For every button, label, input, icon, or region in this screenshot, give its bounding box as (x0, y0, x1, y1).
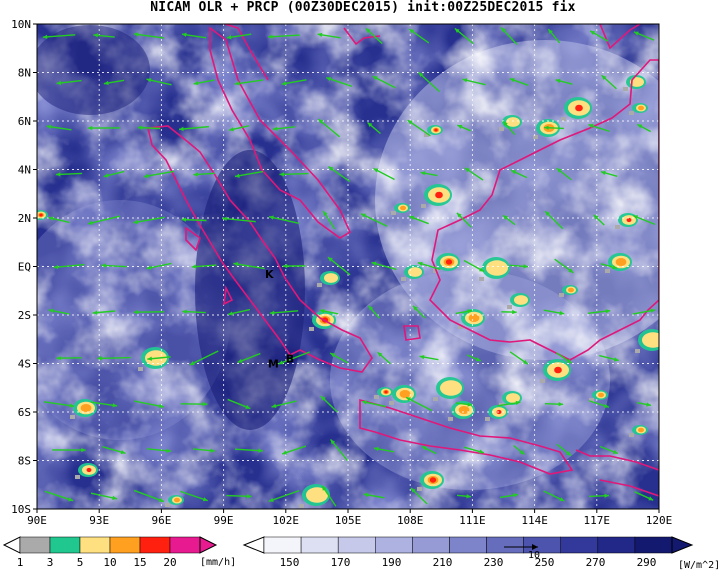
lat-tick-label: EQ (18, 261, 31, 274)
lon-tick-label: 93E (89, 514, 109, 527)
lat-tick-label: 2S (18, 309, 31, 322)
lat-tick-label: 10N (11, 18, 31, 31)
lat-tick-label: 2N (18, 212, 31, 225)
precip-tick-label: 10 (103, 556, 116, 569)
olr-tick-label: 290 (637, 556, 657, 569)
lon-tick-label: 96E (151, 514, 171, 527)
olr-tick-label: 190 (382, 556, 402, 569)
olr-colorbar: 150 170 190 210 230 250 270 290 [W/m^2] 10 (242, 536, 720, 571)
lon-tick-label: 90E (27, 514, 47, 527)
wind-vectors (42, 27, 656, 507)
lat-tick-label: 6N (18, 115, 31, 128)
location-marker-b: B (286, 353, 294, 366)
lat-tick-label: 4S (18, 358, 31, 371)
olr-tick-label: 150 (280, 556, 300, 569)
lon-tick-label: 120E (646, 514, 673, 527)
precip-tick-label: 1 (17, 556, 24, 569)
lon-tick-label: 105E (335, 514, 362, 527)
location-marker-m: M (268, 358, 279, 371)
precip-tick-label: 3 (47, 556, 54, 569)
lon-axis: 90E 93E 96E 99E 102E 105E 108E 111E 114E 117E 120E (27, 509, 672, 527)
lon-tick-label: 102E (273, 514, 300, 527)
location-marker-k: K (265, 268, 274, 281)
lat-tick-label: 8N (18, 67, 31, 80)
lon-tick-label: 111E (459, 514, 486, 527)
olr-tick-label: 210 (433, 556, 453, 569)
lat-tick-label: 8S (18, 455, 31, 468)
figure-title: NICAM OLR + PRCP (00Z30DEC2015) init:00Z… (150, 0, 576, 15)
precip-tick-label: 15 (133, 556, 146, 569)
location-markers: K M B (265, 268, 294, 371)
lon-tick-label: 114E (521, 514, 548, 527)
lon-tick-label: 99E (214, 514, 234, 527)
lat-axis: 10N 8N 6N 4N 2N EQ 2S 4S 6S 8S 10S (11, 18, 37, 516)
precip-tick-label: 5 (77, 556, 84, 569)
olr-tick-label: 250 (535, 556, 555, 569)
coastlines (147, 24, 659, 497)
gridlines (37, 24, 659, 509)
precip-colorbar: 1 3 5 10 15 20 [mm/h] (2, 536, 236, 569)
lat-tick-label: 6S (18, 406, 31, 419)
lat-tick-label: 4N (18, 164, 31, 177)
lat-tick-label: 10S (11, 503, 31, 516)
reference-vector-label: 10 (528, 550, 540, 561)
olr-tick-label: 170 (331, 556, 351, 569)
lon-tick-label: 117E (584, 514, 611, 527)
olr-unit: [W/m^2] (678, 560, 720, 571)
lon-tick-label: 108E (397, 514, 424, 527)
olr-tick-label: 270 (586, 556, 606, 569)
precip-tick-label: 20 (163, 556, 176, 569)
olr-tick-label: 230 (484, 556, 504, 569)
precip-unit: [mm/h] (200, 557, 236, 568)
